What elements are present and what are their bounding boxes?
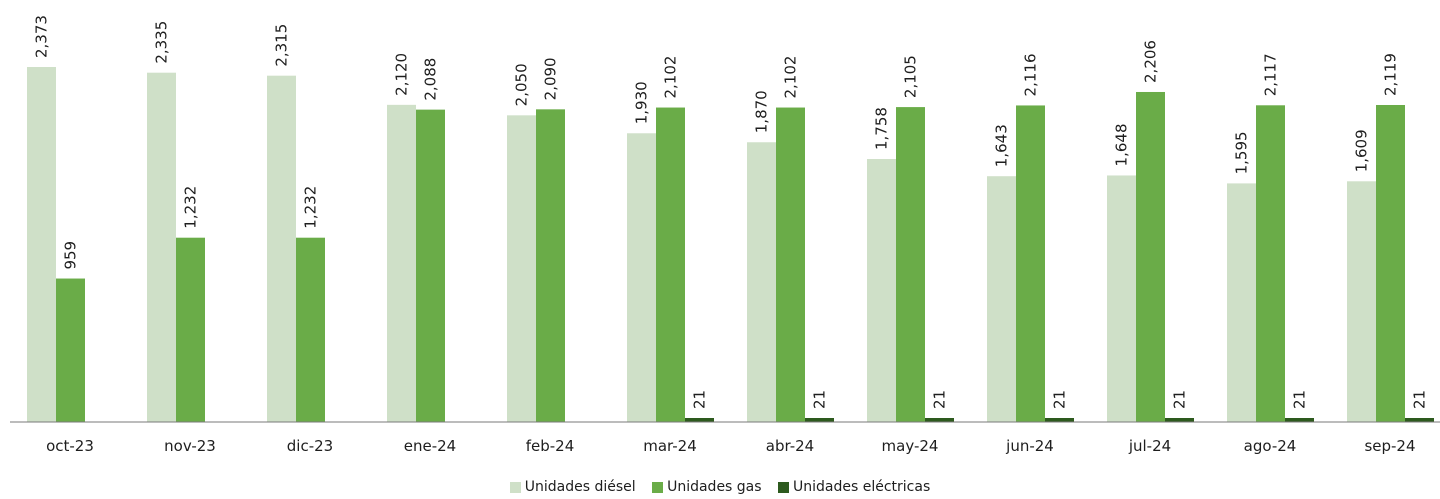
bar-diesel-abr-24 — [747, 142, 776, 423]
data-label-diesel-feb-24: 2,050 — [513, 63, 531, 106]
data-label-gas-mar-24: 2,102 — [662, 56, 680, 99]
data-label-gas-dic-23: 1,232 — [302, 186, 320, 229]
bar-gas-oct-23 — [56, 278, 85, 422]
legend-item-electricas: Unidades eléctricas — [778, 479, 930, 495]
data-label-gas-ene-24: 2,088 — [422, 58, 440, 101]
bar-diesel-feb-24 — [507, 115, 536, 422]
bar-diesel-oct-23 — [27, 66, 56, 422]
bar-diesel-jul-24 — [1107, 175, 1136, 422]
x-tick-label-ago-24: ago-24 — [1244, 437, 1297, 455]
legend-label-gas: Unidades gas — [667, 479, 762, 495]
data-label-gas-jul-24: 2,206 — [1142, 40, 1160, 83]
data-label-gas-sep-24: 2,119 — [1382, 53, 1400, 96]
data-label-diesel-mar-24: 1,930 — [633, 81, 651, 124]
bar-gas-ago-24 — [1256, 105, 1285, 422]
x-tick-label-mar-24: mar-24 — [643, 437, 697, 455]
bar-diesel-mar-24 — [627, 133, 656, 422]
x-tick-label-feb-24: feb-24 — [526, 437, 575, 455]
bar-gas-may-24 — [896, 107, 925, 422]
data-label-electricas-jul-24: 21 — [1171, 390, 1189, 409]
bar-gas-mar-24 — [656, 107, 685, 422]
x-tick-label-nov-23: nov-23 — [164, 437, 216, 455]
data-label-gas-abr-24: 2,102 — [782, 56, 800, 99]
data-label-diesel-dic-23: 2,315 — [273, 24, 291, 67]
bar-gas-abr-24 — [776, 107, 805, 422]
data-label-electricas-sep-24: 21 — [1411, 390, 1429, 409]
legend-label-electricas: Unidades eléctricas — [793, 479, 931, 495]
bar-diesel-dic-23 — [267, 75, 296, 423]
data-label-electricas-abr-24: 21 — [811, 390, 829, 409]
bar-diesel-ene-24 — [387, 104, 416, 423]
data-label-electricas-may-24: 21 — [931, 390, 949, 409]
x-tick-labels: oct-23 nov-23 dic-23 ene-24 feb-24 mar-24 abr-… — [46, 437, 1415, 455]
x-tick-label-sep-24: sep-24 — [1364, 437, 1415, 455]
bar-gas-sep-24 — [1376, 104, 1405, 423]
data-label-diesel-oct-23: 2,373 — [33, 15, 51, 58]
data-label-diesel-abr-24: 1,870 — [753, 90, 771, 133]
legend-item-gas: Unidades gas — [652, 479, 762, 495]
bar-electricas-abr-24 — [805, 418, 834, 422]
bar-diesel-jun-24 — [987, 176, 1016, 422]
x-tick-label-ene-24: ene-24 — [404, 437, 456, 455]
data-label-gas-may-24: 2,105 — [902, 55, 920, 98]
bar-gas-jul-24 — [1136, 91, 1165, 423]
data-label-diesel-jul-24: 1,648 — [1113, 124, 1131, 167]
bar-electricas-sep-24 — [1405, 418, 1434, 422]
bar-diesel-nov-23 — [147, 72, 176, 423]
bar-diesel-sep-24 — [1347, 181, 1376, 422]
data-label-diesel-may-24: 1,758 — [873, 107, 891, 150]
bar-diesel-ago-24 — [1227, 183, 1256, 422]
data-label-gas-oct-23: 959 — [62, 241, 80, 270]
x-tick-label-may-24: may-24 — [882, 437, 939, 455]
data-labels-layer: 2,373 959 2,335 1,232 2,315 1,232 2,120 2,088 2,… — [33, 15, 1429, 409]
x-tick-label-jun-24: jun-24 — [1005, 437, 1054, 455]
bar-gas-dic-23 — [296, 237, 325, 422]
bar-electricas-may-24 — [925, 418, 954, 422]
bar-electricas-mar-24 — [685, 418, 714, 422]
bar-gas-nov-23 — [176, 237, 205, 422]
legend-swatch-electricas — [778, 481, 790, 493]
bar-electricas-jun-24 — [1045, 418, 1074, 422]
data-label-diesel-sep-24: 1,609 — [1353, 129, 1371, 172]
bars-layer — [27, 66, 1434, 423]
x-tick-label-oct-23: oct-23 — [46, 437, 94, 455]
bar-gas-jun-24 — [1016, 105, 1045, 422]
data-label-gas-jun-24: 2,116 — [1022, 53, 1040, 96]
x-tick-label-dic-23: dic-23 — [287, 437, 333, 455]
bar-gas-ene-24 — [416, 109, 445, 423]
legend: Unidades diésel Unidades gas Unidades el… — [0, 479, 1440, 497]
data-label-gas-nov-23: 1,232 — [182, 186, 200, 229]
bar-gas-feb-24 — [536, 109, 565, 422]
data-label-diesel-nov-23: 2,335 — [153, 21, 171, 64]
data-label-gas-ago-24: 2,117 — [1262, 53, 1280, 96]
x-tick-label-abr-24: abr-24 — [766, 437, 814, 455]
bar-electricas-jul-24 — [1165, 418, 1194, 422]
legend-swatch-diesel — [509, 481, 521, 493]
legend-label-diesel: Unidades diésel — [524, 479, 636, 495]
data-label-electricas-mar-24: 21 — [691, 390, 709, 409]
x-tick-label-jul-24: jul-24 — [1128, 437, 1171, 455]
legend-item-diesel: Unidades diésel — [509, 479, 636, 495]
bar-diesel-may-24 — [867, 159, 896, 422]
data-label-diesel-jun-24: 1,643 — [993, 124, 1011, 167]
legend-swatch-gas — [652, 481, 664, 493]
bar-electricas-ago-24 — [1285, 418, 1314, 422]
data-label-diesel-ago-24: 1,595 — [1233, 131, 1251, 174]
bar-chart: 2,373 959 2,335 1,232 2,315 1,232 2,120 2,088 2,… — [10, 15, 1440, 455]
data-label-electricas-ago-24: 21 — [1291, 390, 1309, 409]
data-label-diesel-ene-24: 2,120 — [393, 53, 411, 96]
data-label-gas-feb-24: 2,090 — [542, 57, 560, 100]
data-label-electricas-jun-24: 21 — [1051, 390, 1069, 409]
